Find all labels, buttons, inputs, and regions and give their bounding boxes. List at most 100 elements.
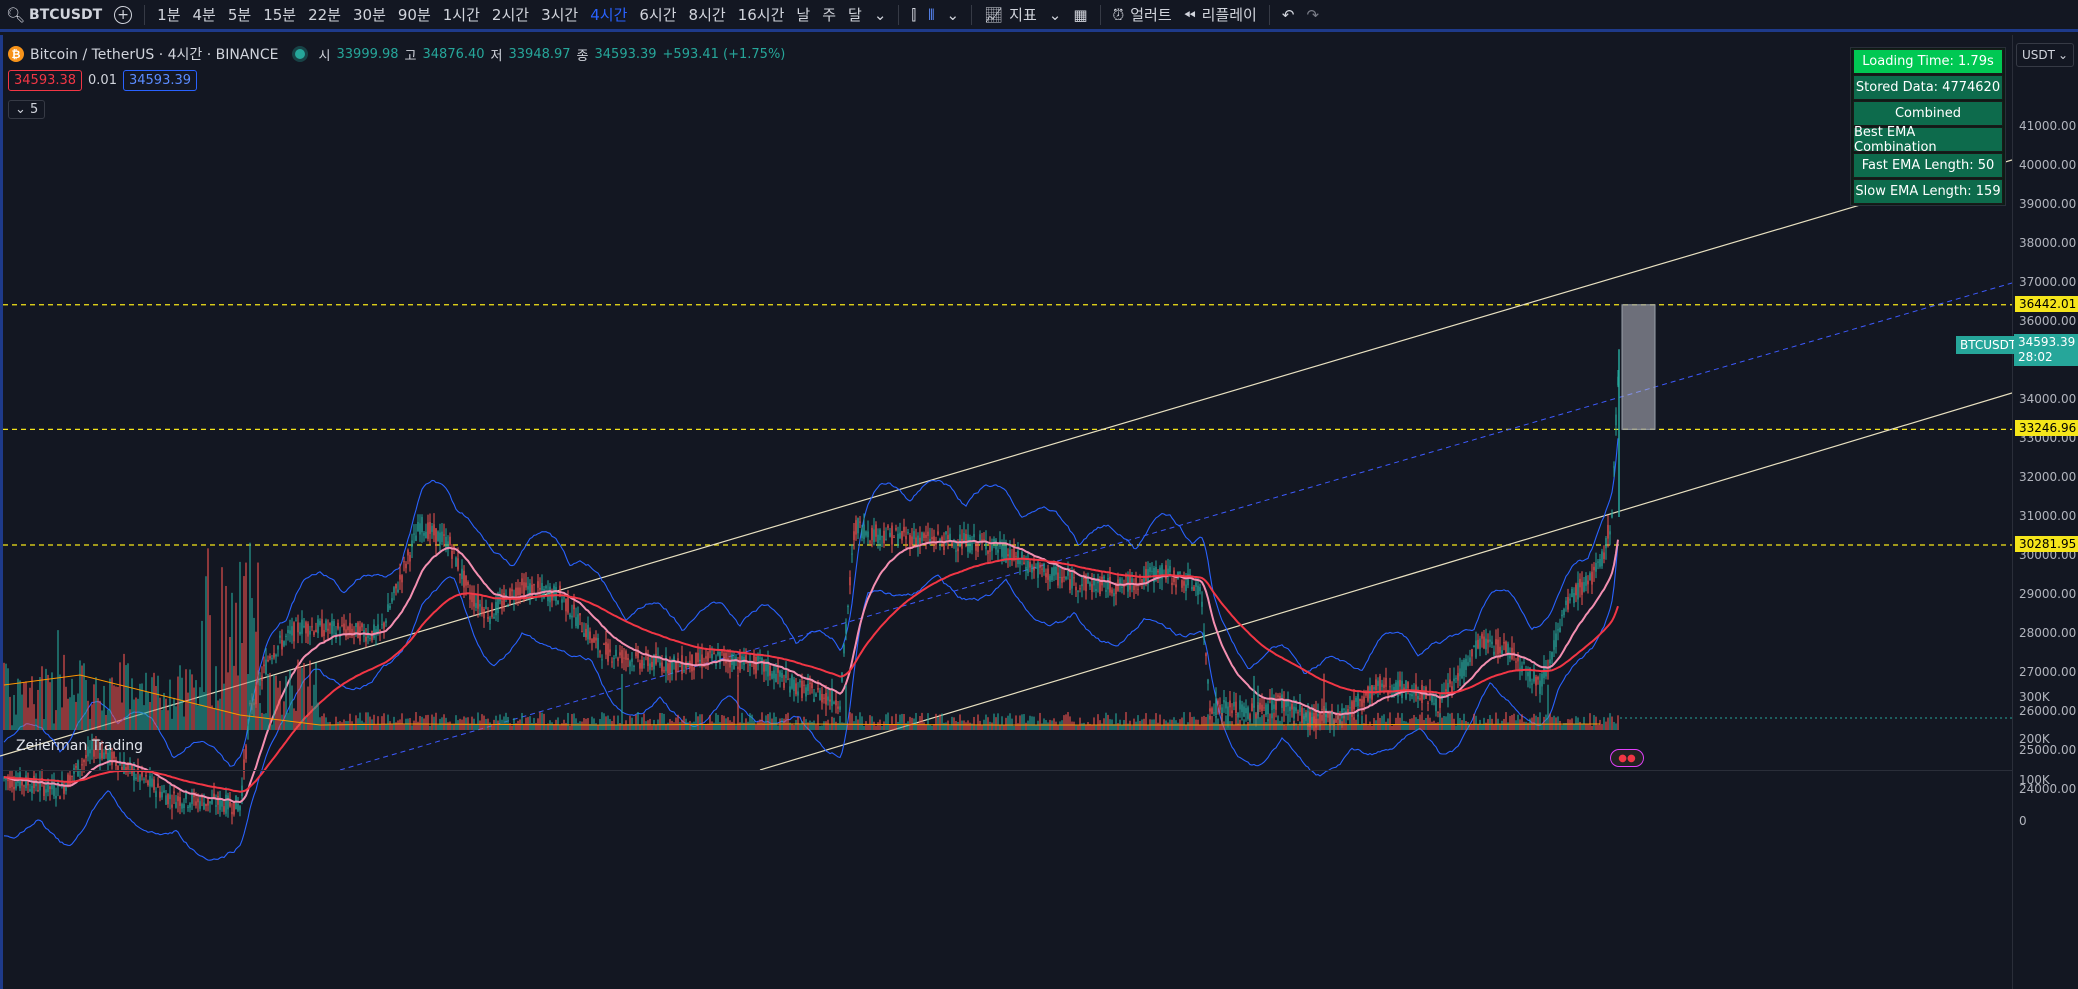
bar-style-button[interactable]: ⫿	[905, 0, 922, 31]
candle-body	[849, 577, 851, 586]
candle-body	[45, 789, 47, 793]
volume-bar	[395, 722, 397, 730]
candle-body	[1319, 713, 1321, 727]
candle-body	[867, 531, 869, 538]
volume-bar	[791, 724, 793, 730]
interval-6[interactable]: 90분	[397, 6, 431, 24]
volume-bar	[1089, 723, 1091, 730]
volume-bar	[641, 717, 643, 730]
interval-11[interactable]: 6시간	[639, 6, 677, 24]
volume-bar	[559, 725, 561, 730]
volume-bar	[449, 721, 451, 730]
candle-body	[197, 798, 199, 803]
volume-bar	[597, 725, 599, 730]
info-row-4: Fast EMA Length: 50	[1853, 153, 2003, 178]
candle-body	[809, 682, 811, 684]
candle-body	[1185, 584, 1187, 592]
indicators-button[interactable]: 📈︎ 지표	[978, 0, 1043, 31]
candle-body	[1171, 582, 1173, 585]
symbol-title[interactable]: Bitcoin / TetherUS · 4시간 · BINANCE	[30, 47, 279, 63]
interval-8[interactable]: 2시간	[491, 6, 530, 24]
candle-body	[1483, 636, 1485, 649]
candle-body	[559, 585, 561, 595]
candle-style-button[interactable]: ⫴	[922, 0, 940, 31]
price-tick: 41000.00	[2019, 119, 2077, 133]
chart-canvas[interactable]	[0, 35, 2012, 989]
interval-2[interactable]: 5분	[227, 6, 252, 24]
candle-body	[1617, 376, 1619, 386]
watermark-text: Zeiierman Trading	[16, 738, 144, 754]
layouts-button[interactable]: ▦	[1067, 0, 1093, 31]
candle-body	[615, 649, 617, 656]
interval-12[interactable]: 8시간	[688, 6, 726, 24]
candle-body	[1135, 578, 1137, 587]
interval-9[interactable]: 3시간	[541, 6, 579, 24]
replay-button[interactable]: ⏪︎ 리플레이	[1178, 0, 1263, 31]
volume-bar	[877, 722, 879, 730]
indicators-dropdown[interactable]: ⌄	[1043, 0, 1068, 31]
volume-bar	[63, 654, 65, 730]
add-symbol-button[interactable]: +	[108, 0, 138, 31]
volume-bar	[935, 713, 937, 730]
undo-button[interactable]: ↶	[1276, 0, 1301, 31]
volume-bar	[713, 722, 715, 730]
volume-bar	[183, 716, 185, 730]
candle-body	[1121, 586, 1123, 588]
interval-5[interactable]: 30분	[352, 6, 386, 24]
candle-body	[393, 587, 395, 593]
volume-bar	[1055, 721, 1057, 730]
candle-body	[895, 528, 897, 530]
indicators-collapse-button[interactable]: ⌄ 5	[8, 100, 46, 119]
candle-body	[105, 745, 107, 755]
interval-4[interactable]: 22분	[308, 6, 341, 24]
interval-16[interactable]: 달	[848, 6, 862, 24]
interval-10[interactable]: 4시간	[590, 6, 628, 24]
interval-3[interactable]: 15분	[263, 6, 297, 24]
candle-body	[365, 636, 367, 642]
symbol-search[interactable]: 🔍︎ BTCUSDT	[0, 0, 108, 31]
candle-body	[1297, 712, 1299, 714]
candle-body	[1419, 698, 1421, 700]
interval-7[interactable]: 1시간	[442, 6, 480, 24]
events-flag-icon[interactable]: ●●	[1610, 749, 1644, 767]
volume-bar	[815, 724, 817, 730]
range-rectangle[interactable]	[1621, 304, 1656, 430]
volume-bar	[431, 714, 433, 730]
volume-bar	[521, 712, 523, 730]
candle-body	[129, 761, 131, 763]
trend-channel[interactable]	[0, 159, 2012, 771]
volume-bar	[869, 715, 871, 730]
candle-body	[1387, 690, 1389, 695]
volume-bar	[1131, 725, 1133, 730]
redo-button[interactable]: ↷	[1300, 0, 1325, 31]
candle-body	[25, 775, 27, 789]
candle-body	[155, 791, 157, 798]
volume-bar	[761, 712, 763, 730]
price-scale[interactable]: 41000.00 40000.00 39000.00 38000.00 37000.00…	[2012, 35, 2078, 989]
volume-bar	[1513, 713, 1515, 730]
buy-price-button[interactable]: 34593.39	[122, 70, 198, 91]
interval-dropdown[interactable]: ⌄	[868, 0, 893, 31]
volume-bar	[1587, 724, 1589, 730]
candle-body	[273, 652, 275, 658]
alert-button[interactable]: ⏰︎ 얼러트	[1107, 0, 1178, 31]
volume-bar	[827, 719, 829, 730]
volume-bar	[85, 680, 87, 730]
currency-selector[interactable]: USDT ⌄	[2016, 43, 2074, 67]
pane-separator[interactable]	[3, 770, 2012, 771]
volume-bar	[1181, 717, 1183, 730]
interval-13[interactable]: 16시간	[737, 6, 785, 24]
candle-body	[1259, 702, 1261, 710]
candle-body	[569, 614, 571, 618]
interval-15[interactable]: 주	[822, 6, 837, 24]
interval-1[interactable]: 4분	[192, 6, 216, 24]
indicator-count: 5	[30, 102, 39, 117]
volume-bar	[1607, 717, 1609, 730]
volume-bar	[1471, 724, 1473, 730]
chart-type-dropdown[interactable]: ⌄	[941, 0, 966, 31]
interval-14[interactable]: 날	[796, 6, 811, 24]
sell-price-button[interactable]: 34593.38	[8, 70, 83, 91]
interval-0[interactable]: 1분	[157, 6, 181, 24]
candle-body	[1433, 703, 1435, 705]
volume-bar	[401, 713, 403, 730]
